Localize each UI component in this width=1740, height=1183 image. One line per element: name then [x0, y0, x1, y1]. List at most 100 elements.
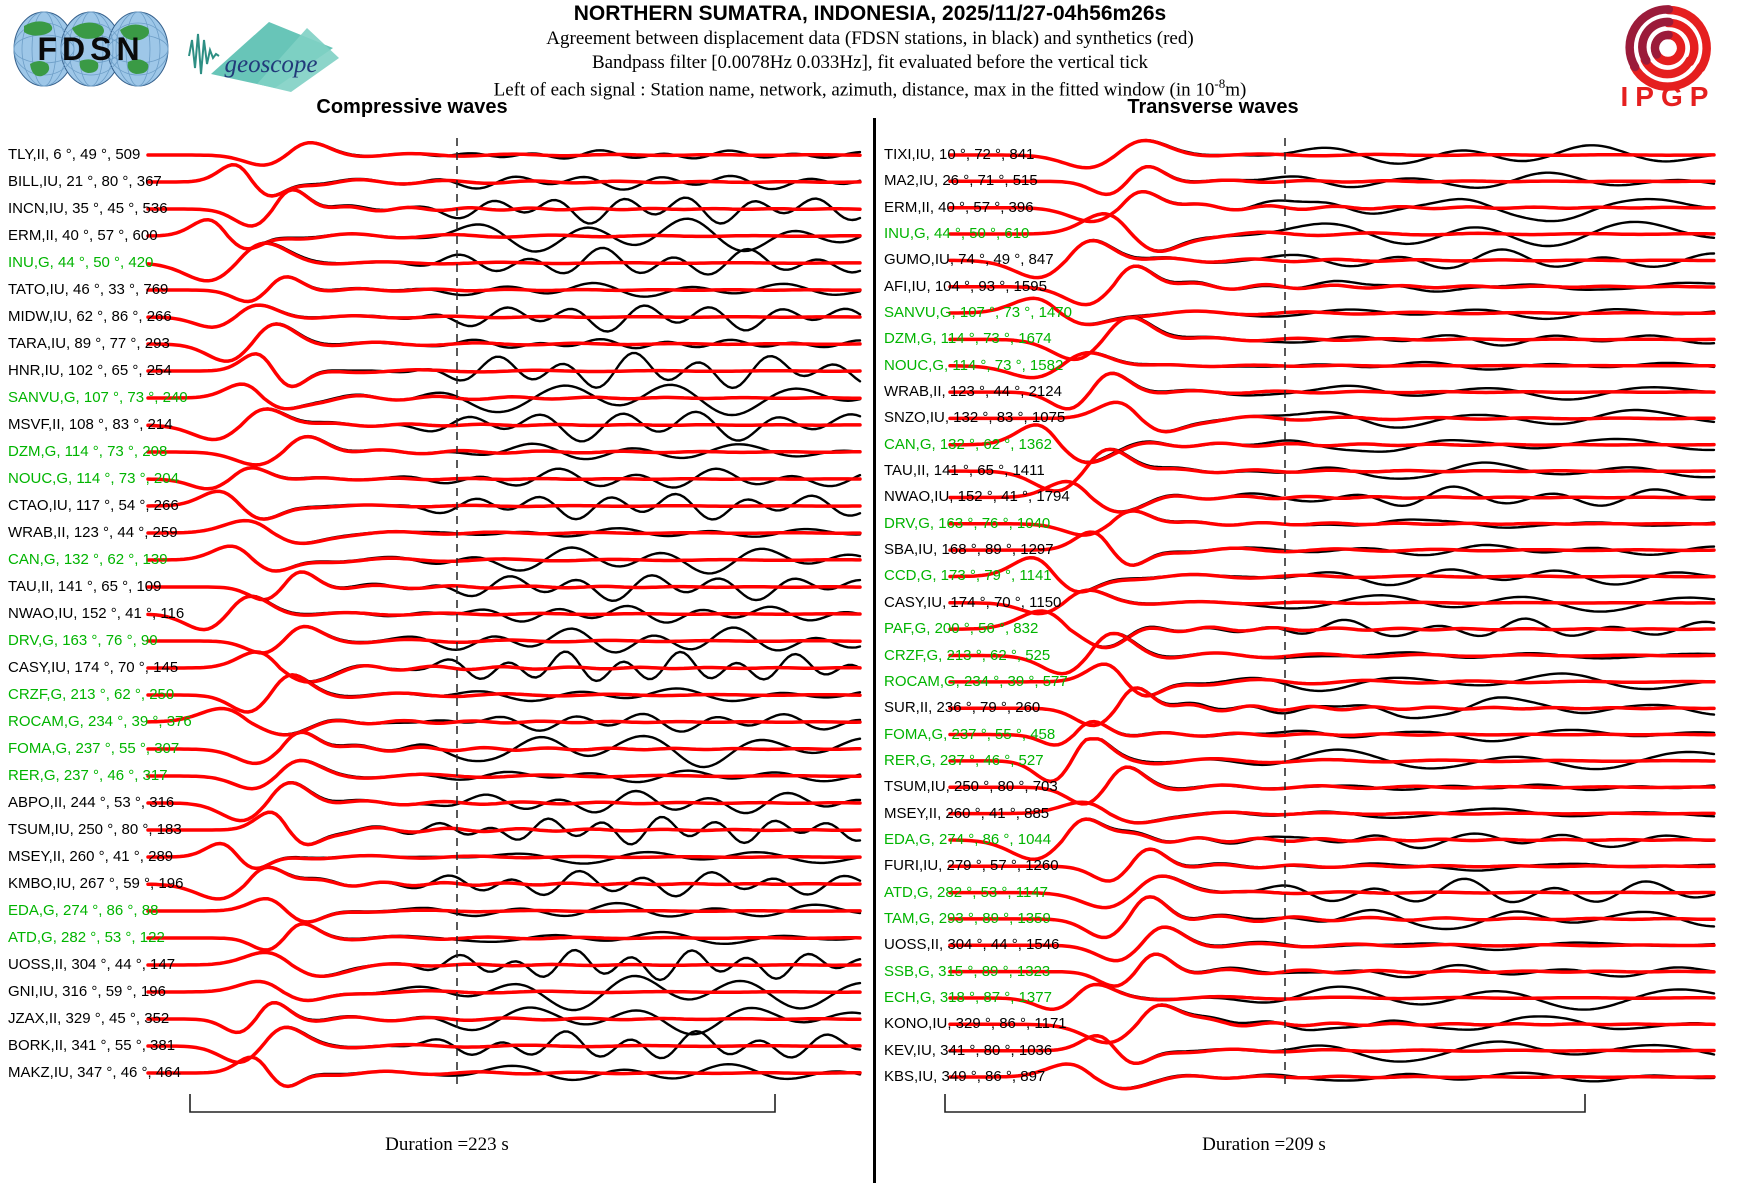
- synthetic-trace-red: [146, 1055, 862, 1089]
- synthetic-trace-red: [948, 447, 1716, 493]
- synthetic-trace-red: [948, 874, 1716, 910]
- waveform-row: [146, 706, 862, 737]
- synthetic-trace-red: [948, 315, 1716, 362]
- waveform-row: [948, 371, 1716, 411]
- waveform-row: [146, 758, 862, 791]
- waveform-row: [948, 800, 1716, 825]
- synthetic-trace-red: [948, 371, 1716, 411]
- synthetic-trace-red: [948, 662, 1716, 698]
- waveform-row: [146, 730, 862, 769]
- synthetic-trace-red: [146, 489, 862, 521]
- waveform-row: [146, 841, 862, 871]
- subtitle-legend: Left of each signal : Station name, netw…: [493, 76, 1247, 101]
- synthetic-trace-red: [146, 922, 862, 952]
- waveform-row: [948, 662, 1716, 698]
- fdsn-logo: FDSN: [13, 11, 169, 87]
- synthetic-trace-red: [948, 264, 1716, 307]
- synthetic-trace-red: [948, 800, 1716, 825]
- synthetic-trace-red: [146, 1000, 862, 1035]
- synthetic-trace-red: [948, 138, 1716, 170]
- synthetic-trace-red: [948, 479, 1716, 514]
- waveform-row: [146, 162, 862, 198]
- waveform-row: [146, 518, 862, 546]
- synthetic-trace-red: [948, 164, 1716, 197]
- waveform-row: [146, 810, 862, 847]
- synthetic-trace-red: [146, 275, 862, 304]
- waveform-row: [146, 922, 862, 952]
- waveform-row: [146, 780, 862, 823]
- waveform-row: [146, 1000, 862, 1036]
- synthetic-trace-red: [146, 188, 862, 228]
- synthetic-trace-red: [948, 400, 1716, 434]
- waveform-row: [948, 817, 1716, 862]
- geoscope-logo: geoscope: [188, 22, 339, 92]
- waveform-row: [146, 673, 862, 714]
- subtitle-agreement: Agreement between displacement data (FDS…: [546, 28, 1194, 49]
- synthetic-trace-red: [146, 544, 862, 573]
- waveform-row: [948, 588, 1716, 616]
- waveform-row: [948, 479, 1716, 514]
- waveform-row: [948, 847, 1716, 883]
- waveform-row: [146, 650, 862, 684]
- synthetic-trace-red: [948, 925, 1716, 963]
- waveform-row: [948, 982, 1716, 1011]
- synthetic-trace-red: [948, 189, 1716, 224]
- synthetic-trace-red: [146, 650, 862, 684]
- synthetic-trace-red: [948, 350, 1716, 380]
- waveform-row: [948, 530, 1716, 567]
- waveform-row: [948, 631, 1716, 676]
- synthetic-trace-red: [146, 162, 862, 198]
- synthetic-trace-red: [146, 780, 862, 823]
- waveform-row: [146, 382, 862, 417]
- synthetic-trace-red: [146, 140, 862, 167]
- synthetic-trace-red: [146, 624, 862, 655]
- waveform-row: [948, 315, 1716, 362]
- waveform-row: [146, 624, 862, 655]
- synthetic-trace-red: [146, 950, 862, 979]
- waveform-row: [948, 264, 1716, 307]
- exponent: -8: [1214, 76, 1226, 91]
- synthetic-trace-red: [948, 895, 1716, 940]
- waveform-row: [146, 351, 862, 390]
- synthetic-trace-red: [948, 509, 1716, 537]
- synthetic-trace-red: [146, 382, 862, 411]
- synthetic-trace-red: [948, 238, 1716, 280]
- ipgp-logo-text: IPGP: [1621, 81, 1716, 110]
- waveform-row: [948, 212, 1716, 254]
- waveform-row: [146, 1025, 862, 1065]
- synthetic-trace-red: [948, 1034, 1716, 1066]
- waveform-row: [948, 447, 1716, 493]
- waveform-row: [948, 925, 1716, 963]
- synthetic-trace-red: [948, 719, 1716, 747]
- waveform-row: [146, 434, 862, 467]
- waveform-row: [948, 719, 1716, 747]
- geoscope-seismogram-squiggle: [188, 33, 220, 75]
- duration-bracket-left: [189, 1094, 776, 1113]
- waveform-row: [948, 895, 1716, 940]
- waveform-row: [948, 1034, 1716, 1066]
- waveform-row: [948, 138, 1716, 170]
- synthetic-trace-red: [948, 982, 1716, 1011]
- synthetic-trace-red: [146, 241, 862, 283]
- waveform-row: [948, 555, 1716, 594]
- waveform-row: [948, 189, 1716, 224]
- synthetic-trace-red: [146, 841, 862, 871]
- synthetic-trace-red: [948, 530, 1716, 567]
- synthetic-trace-red: [146, 352, 862, 389]
- waveform-row: [948, 423, 1716, 465]
- column-header-transverse: Transverse waves: [1127, 96, 1299, 118]
- column-header-compressive: Compressive waves: [316, 96, 508, 118]
- waveform-row: [146, 322, 862, 363]
- synthetic-trace-red: [948, 296, 1716, 327]
- waveform-row: [146, 594, 862, 632]
- synthetic-trace-red: [948, 588, 1716, 616]
- waveform-row: [948, 874, 1716, 910]
- synthetic-trace-red: [948, 817, 1716, 862]
- waveform-row: [146, 544, 862, 575]
- synthetic-trace-red: [948, 1003, 1716, 1045]
- waveform-row: [948, 952, 1716, 988]
- waveform-row: [948, 164, 1716, 197]
- waveform-row: [948, 400, 1716, 434]
